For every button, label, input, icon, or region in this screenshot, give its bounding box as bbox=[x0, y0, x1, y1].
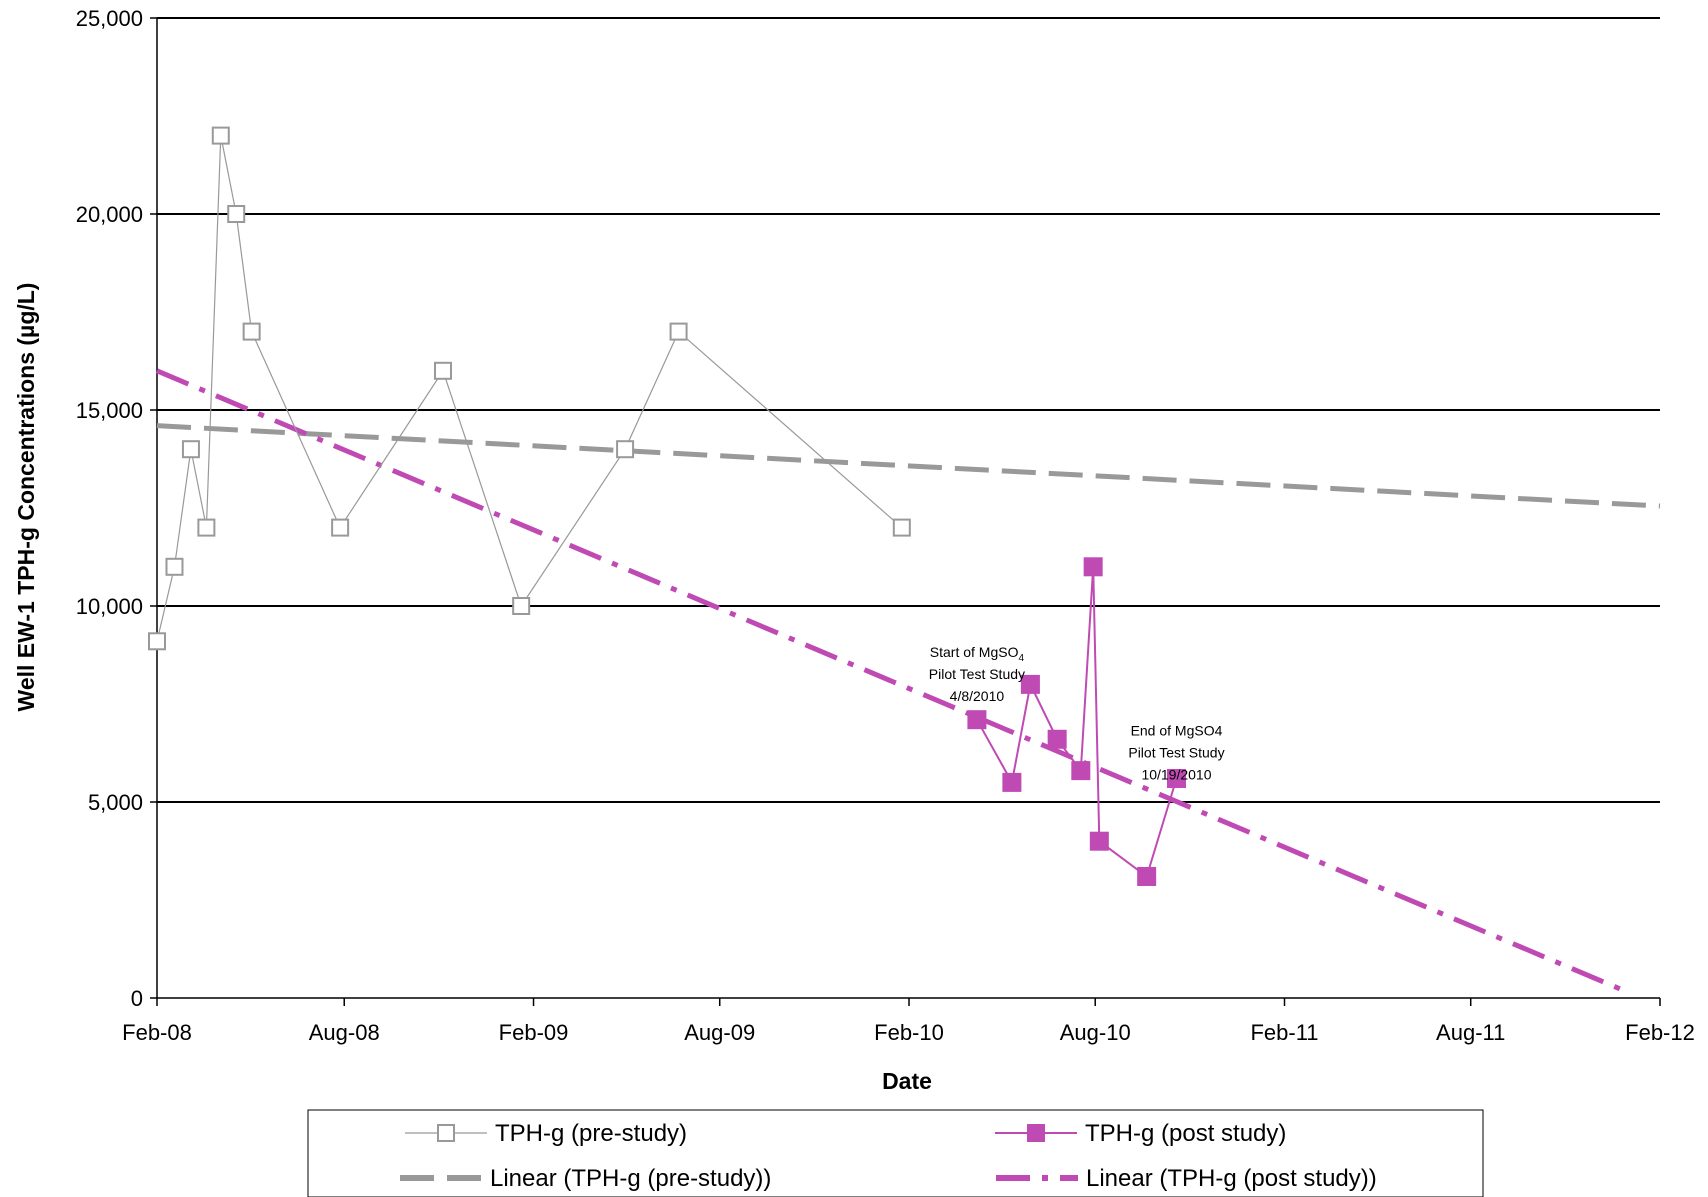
annotations: Start of MgSO4 Pilot Test Study 4/8/2010 En… bbox=[929, 644, 1225, 782]
data-point-post-study bbox=[967, 710, 987, 730]
series-line-pre-study bbox=[156, 135, 903, 642]
annotation-line: Pilot Test Study bbox=[929, 666, 1025, 682]
annotation-study-end: End of MgSO4 Pilot Test Study 10/19/2010 bbox=[1128, 722, 1224, 782]
legend-label: Linear (TPH-g (pre-study)) bbox=[490, 1165, 771, 1192]
x-axis-title: Date bbox=[882, 1068, 932, 1094]
grid-lines bbox=[157, 17, 1660, 803]
x-tick-label: Feb-10 bbox=[874, 1020, 944, 1045]
data-point-pre-study bbox=[197, 518, 216, 537]
data-point-post-study bbox=[1002, 772, 1022, 792]
data-point-post-study bbox=[1089, 831, 1109, 851]
data-point-post-study bbox=[1071, 761, 1091, 781]
y-tick-label: 10,000 bbox=[76, 594, 143, 619]
data-point-post-study bbox=[1083, 557, 1103, 577]
annotation-line: Start of MgSO4 bbox=[930, 644, 1025, 664]
legend-box bbox=[307, 1109, 1484, 1197]
trendlines bbox=[156, 368, 1661, 993]
legend-item: TPH-g (post study) bbox=[995, 1120, 1286, 1147]
legend-marker bbox=[1027, 1124, 1045, 1142]
annotation-line: 10/19/2010 bbox=[1141, 766, 1211, 782]
data-point-pre-study bbox=[512, 597, 531, 615]
legend-marker bbox=[437, 1124, 455, 1142]
y-tick-label: 0 bbox=[131, 986, 143, 1011]
trendline-post-study bbox=[156, 368, 1624, 993]
data-point-post-study bbox=[1020, 674, 1040, 694]
data-point-pre-study bbox=[181, 440, 200, 459]
legend-label: TPH-g (post study) bbox=[1085, 1120, 1286, 1147]
data-point-pre-study bbox=[227, 205, 246, 223]
annotation-study-start: Start of MgSO4 Pilot Test Study 4/8/2010 bbox=[929, 644, 1025, 704]
x-tick-label: Feb-09 bbox=[499, 1020, 569, 1045]
x-tick-label: Aug-09 bbox=[684, 1020, 755, 1045]
data-point-pre-study bbox=[242, 322, 261, 341]
annotation-line: Pilot Test Study bbox=[1128, 744, 1224, 760]
legend: TPH-g (pre-study) TPH-g (post study) Linea… bbox=[307, 1109, 1484, 1197]
y-tick-label: 20,000 bbox=[76, 202, 143, 227]
data-point-pre-study bbox=[165, 557, 184, 576]
data-point-pre-study bbox=[669, 322, 688, 341]
x-tick-label: Aug-11 bbox=[1436, 1020, 1505, 1045]
y-tick-label: 15,000 bbox=[76, 398, 143, 423]
data-point-pre-study bbox=[616, 440, 635, 459]
trendline-pre-study bbox=[156, 423, 1661, 509]
data-point-post-study bbox=[1137, 866, 1157, 886]
data-point-pre-study bbox=[148, 632, 166, 651]
data-point-post-study bbox=[1166, 768, 1186, 788]
legend-label: TPH-g (pre-study) bbox=[495, 1120, 687, 1147]
x-tick-label: Feb-12 bbox=[1625, 1020, 1695, 1045]
y-tick-label: 25,000 bbox=[76, 6, 143, 31]
data-series bbox=[148, 126, 1186, 886]
annotation-line: End of MgSO4 bbox=[1131, 722, 1223, 738]
legend-label: Linear (TPH-g (post study)) bbox=[1086, 1165, 1377, 1192]
annotation-line: 4/8/2010 bbox=[950, 688, 1005, 704]
data-point-pre-study bbox=[892, 518, 911, 537]
axes bbox=[150, 17, 1661, 1006]
legend-item: TPH-g (pre-study) bbox=[405, 1120, 687, 1147]
x-tick-label: Feb-08 bbox=[122, 1020, 192, 1045]
y-axis-title: Well EW-1 TPH-g Concentrations (µg/L) bbox=[13, 283, 39, 712]
legend-item: Linear (TPH-g (pre-study)) bbox=[400, 1165, 771, 1192]
data-point-post-study bbox=[1047, 729, 1067, 749]
tick-labels: 0 5,000 10,000 15,000 20,000 25,000 Feb-08 Aug-… bbox=[76, 6, 1695, 1045]
y-tick-label: 5,000 bbox=[88, 790, 143, 815]
data-point-pre-study bbox=[433, 361, 452, 380]
x-tick-label: Feb-11 bbox=[1250, 1020, 1318, 1045]
legend-item: Linear (TPH-g (post study)) bbox=[996, 1165, 1377, 1192]
data-point-pre-study bbox=[331, 518, 350, 537]
data-point-pre-study bbox=[211, 126, 230, 145]
x-tick-label: Aug-10 bbox=[1060, 1020, 1131, 1045]
x-tick-label: Aug-08 bbox=[309, 1020, 380, 1045]
